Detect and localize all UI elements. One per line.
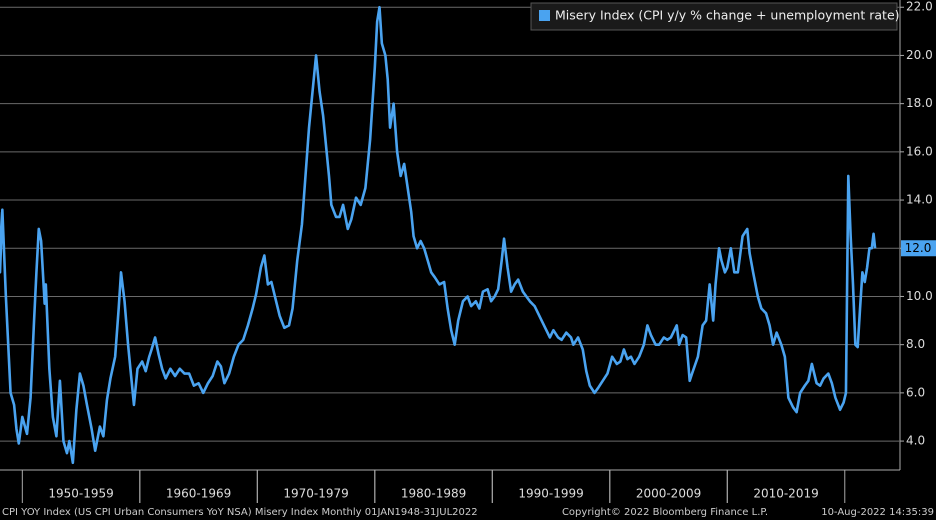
legend-label: Misery Index (CPI y/y % change + unemplo…	[555, 8, 900, 23]
y-tick-label: 20.0	[906, 48, 933, 62]
y-tick-label: 22.0	[906, 0, 933, 14]
footer-copyright: Copyright© 2022 Bloomberg Finance L.P.	[562, 507, 768, 518]
x-tick-label: 1970-1979	[283, 487, 348, 501]
x-tick-label: 1960-1969	[166, 487, 231, 501]
legend: Misery Index (CPI y/y % change + unemplo…	[530, 2, 900, 31]
y-tick-label: 4.0	[906, 434, 925, 448]
x-tick-label: 2000-2009	[636, 487, 701, 501]
series-line	[0, 5, 877, 465]
last-value-box	[901, 240, 936, 257]
y-tick-label: 16.0	[906, 144, 933, 158]
legend-box	[530, 2, 898, 31]
x-tick-label: 1980-1989	[401, 487, 466, 501]
y-tick-label: 18.0	[906, 96, 933, 110]
last-value-label: 12.0	[905, 241, 932, 255]
footer-source: CPI YOY Index (US CPI Urban Consumers Yo…	[2, 507, 478, 518]
y-tick-label: 8.0	[906, 337, 925, 351]
y-tick-label: 14.0	[906, 193, 933, 207]
x-tick-label: 2010-2019	[753, 487, 818, 501]
legend-swatch	[539, 10, 550, 21]
y-tick-label: 10.0	[906, 289, 933, 303]
y-tick-label: 6.0	[906, 385, 925, 399]
x-tick-label: 1950-1959	[48, 487, 113, 501]
footer-timestamp: 10-Aug-2022 14:35:39	[821, 507, 934, 518]
x-tick-label: 1990-1999	[518, 487, 583, 501]
